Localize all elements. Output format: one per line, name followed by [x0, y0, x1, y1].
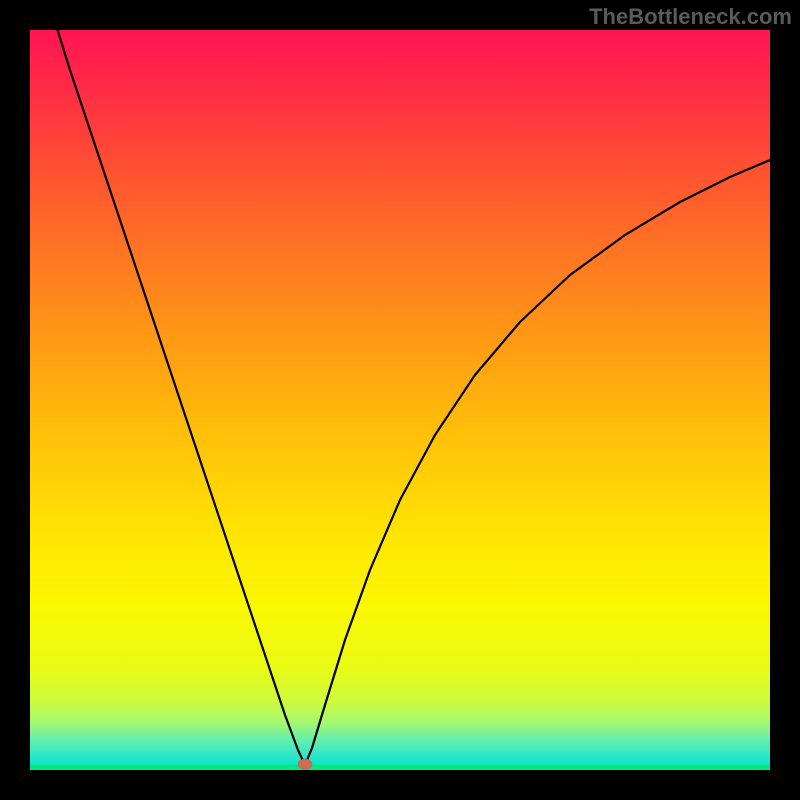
- chart-container: TheBottleneck.com: [0, 0, 800, 800]
- bottleneck-curve-chart: [30, 30, 770, 770]
- vertex-marker: [298, 759, 312, 769]
- watermark-text: TheBottleneck.com: [589, 4, 792, 30]
- bottom-band: [30, 765, 770, 770]
- gradient-background: [30, 30, 770, 770]
- plot-area: [30, 30, 770, 770]
